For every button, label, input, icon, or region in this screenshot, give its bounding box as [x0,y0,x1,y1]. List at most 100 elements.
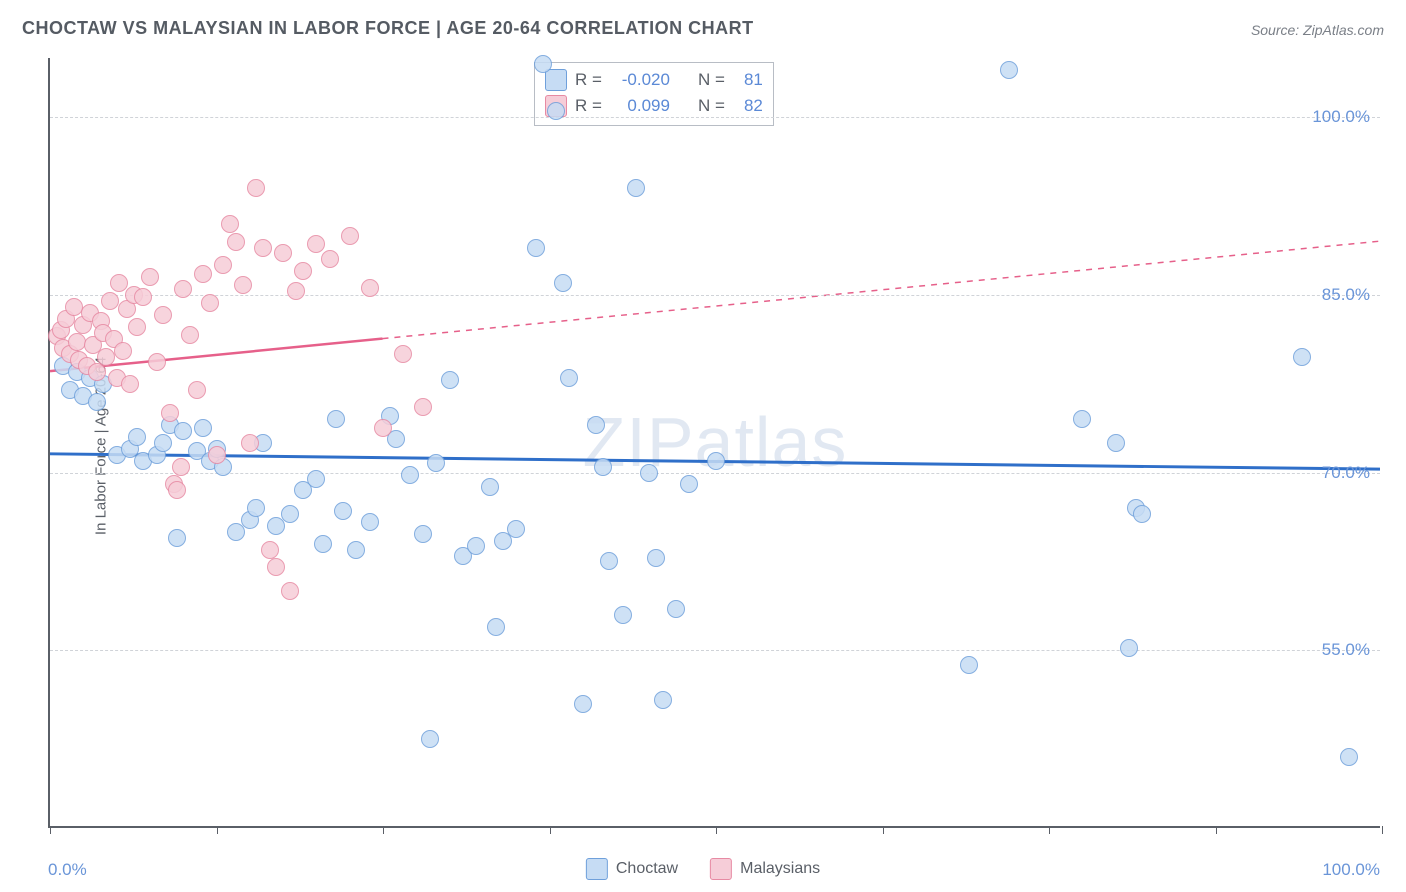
scatter-point [214,256,232,274]
scatter-point [1340,748,1358,766]
chart-title: CHOCTAW VS MALAYSIAN IN LABOR FORCE | AG… [22,18,754,39]
legend-item: Malaysians [710,858,820,880]
scatter-point [361,513,379,531]
y-tick-label: 100.0% [1312,107,1370,127]
legend-swatch [586,858,608,880]
scatter-point [128,318,146,336]
x-tick [50,826,51,834]
scatter-point [347,541,365,559]
scatter-point [667,600,685,618]
scatter-point [97,348,115,366]
scatter-point [321,250,339,268]
grid-line [50,117,1380,118]
scatter-point [487,618,505,636]
scatter-point [188,381,206,399]
r-label: R = [575,67,602,93]
plot-area: ZIPatlas R =-0.020N =81R =0.099N =82 55.… [48,58,1380,828]
scatter-point [134,288,152,306]
scatter-point [267,558,285,576]
scatter-point [1133,505,1151,523]
scatter-point [560,369,578,387]
r-label: R = [575,93,602,119]
y-tick-label: 70.0% [1322,463,1370,483]
r-value: -0.020 [610,67,670,93]
x-tick [1216,826,1217,834]
scatter-point [227,233,245,251]
scatter-point [261,541,279,559]
n-label: N = [698,67,725,93]
scatter-point [141,268,159,286]
scatter-point [534,55,552,73]
y-tick-label: 55.0% [1322,640,1370,660]
scatter-point [327,410,345,428]
scatter-point [680,475,698,493]
legend-label: Choctaw [616,860,678,878]
scatter-point [307,470,325,488]
scatter-point [241,434,259,452]
scatter-point [414,525,432,543]
scatter-point [128,428,146,446]
scatter-point [181,326,199,344]
grid-line [50,650,1380,651]
scatter-point [287,282,305,300]
scatter-point [647,549,665,567]
scatter-point [554,274,572,292]
scatter-point [88,393,106,411]
scatter-point [1120,639,1138,657]
scatter-point [174,280,192,298]
scatter-point [374,419,392,437]
source-label: Source: ZipAtlas.com [1251,22,1384,38]
scatter-point [194,419,212,437]
scatter-point [154,306,172,324]
scatter-point [441,371,459,389]
stats-legend-row: R =-0.020N =81 [545,67,763,93]
scatter-point [294,262,312,280]
scatter-point [467,537,485,555]
scatter-point [168,481,186,499]
scatter-point [247,179,265,197]
scatter-point [587,416,605,434]
x-tick [1049,826,1050,834]
scatter-point [194,265,212,283]
n-label: N = [698,93,725,119]
scatter-point [281,582,299,600]
scatter-point [161,404,179,422]
scatter-point [640,464,658,482]
scatter-point [594,458,612,476]
scatter-point [1293,348,1311,366]
x-axis-max-label: 100.0% [1322,860,1380,880]
x-tick [217,826,218,834]
scatter-point [341,227,359,245]
scatter-point [401,466,419,484]
scatter-point [481,478,499,496]
scatter-point [1107,434,1125,452]
scatter-point [627,179,645,197]
scatter-point [707,452,725,470]
scatter-point [1073,410,1091,428]
x-axis-min-label: 0.0% [48,860,87,880]
scatter-point [254,239,272,257]
y-tick-label: 85.0% [1322,285,1370,305]
scatter-point [121,375,139,393]
scatter-point [414,398,432,416]
scatter-point [507,520,525,538]
scatter-point [247,499,265,517]
scatter-point [88,363,106,381]
scatter-point [174,422,192,440]
scatter-point [221,215,239,233]
n-value: 82 [733,93,763,119]
scatter-point [172,458,190,476]
scatter-point [234,276,252,294]
x-tick [383,826,384,834]
bottom-legend: Choctaw Malaysians [586,858,820,880]
legend-label: Malaysians [740,860,820,878]
scatter-point [1000,61,1018,79]
scatter-point [314,535,332,553]
scatter-point [274,244,292,262]
stats-legend-row: R =0.099N =82 [545,93,763,119]
scatter-point [201,294,219,312]
scatter-point [334,502,352,520]
scatter-point [168,529,186,547]
scatter-point [614,606,632,624]
scatter-point [654,691,672,709]
